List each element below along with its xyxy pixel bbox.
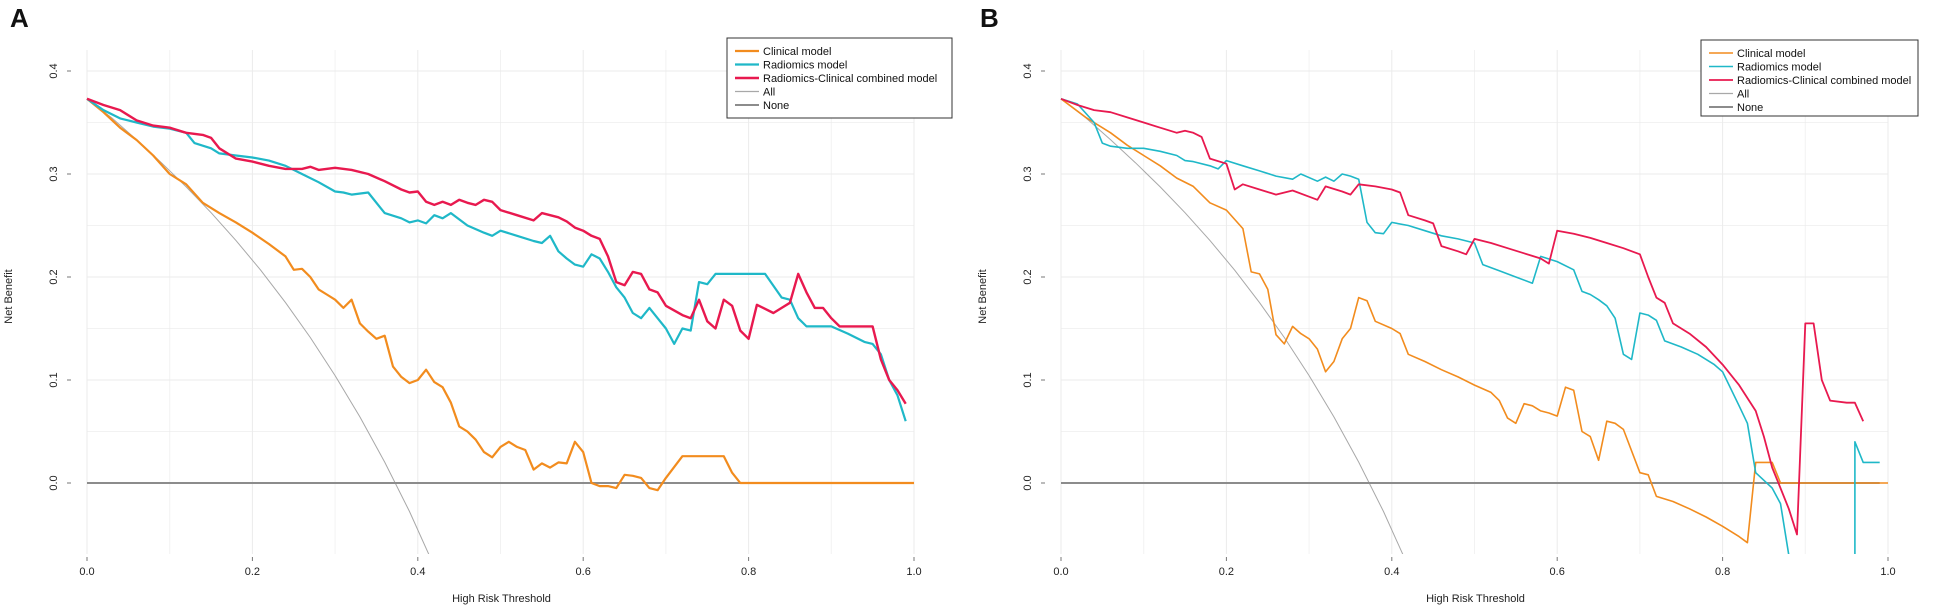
y-tick-label: 0.2: [48, 269, 60, 284]
x-tick-label: 1.0: [906, 566, 921, 578]
y-tick-label: 0.1: [48, 372, 60, 387]
series-line-radiomics-clinical-combined-model: [86, 97, 907, 405]
y-tick-label: 0.3: [1022, 166, 1034, 181]
x-tick-label: 0.4: [410, 566, 425, 578]
legend-label: Radiomics model: [763, 60, 847, 72]
y-tick-label: 0.0: [48, 475, 60, 490]
x-tick-label: 0.2: [245, 566, 260, 578]
legend: Clinical model Radiomics modelRadiomics-C…: [1700, 39, 1919, 117]
series-line-radiomics-model: [86, 97, 907, 422]
y-tick-label: 0.0: [1022, 475, 1034, 490]
series-line-all: [86, 98, 430, 554]
panel-b: B 0.0 0.2 0.4 0.6 0.8 1.0 0.0 0.1 0.2 0.3 0.4 High R…: [977, 3, 1919, 605]
series-line-radiomics-model: [1060, 98, 1880, 554]
x-tick-label: 0.4: [1384, 566, 1399, 578]
x-tick-label: 0.6: [576, 566, 591, 578]
x-tick-label: 0.8: [1715, 566, 1730, 578]
legend-box: [726, 37, 953, 119]
y-tick-label: 0.3: [48, 166, 60, 181]
legend: Clinical model Radiomics modelRadiomics-C…: [726, 37, 953, 119]
y-axis-title: Net Benefit: [977, 269, 989, 323]
legend-label: All: [763, 87, 775, 99]
x-tick-label: 0.8: [741, 566, 756, 578]
legend-label: All: [1737, 89, 1749, 101]
legend-label: Radiomics-Clinical combined model: [763, 73, 937, 85]
legend-label: None: [1737, 102, 1763, 114]
x-tick-label: 0.0: [1053, 566, 1068, 578]
x-tick-label: 0.6: [1550, 566, 1565, 578]
x-tick-label: 0.0: [79, 566, 94, 578]
y-axis-title: Net Benefit: [3, 269, 15, 323]
legend-label: Radiomics-Clinical combined model: [1737, 75, 1911, 87]
y-tick-label: 0.1: [1022, 372, 1034, 387]
legend-label: None: [763, 100, 789, 112]
series-line-clinical-model: [86, 97, 914, 492]
series-line-all: [1060, 98, 1404, 554]
panel-a: A 0.0 0.2 0.4 0.6 0.8 1.0 0.0 0.1 0.2 0.3 0.4 High R…: [3, 3, 953, 605]
x-tick-label: 0.2: [1219, 566, 1234, 578]
y-tick-label: 0.4: [48, 63, 60, 78]
series-line-radiomics-clinical-combined-model: [1060, 97, 1865, 536]
x-axis-title: High Risk Threshold: [452, 593, 551, 605]
y-tick-label: 0.2: [1022, 269, 1034, 284]
series-line-clinical-model: [1060, 98, 1888, 544]
x-tick-label: 1.0: [1880, 566, 1895, 578]
panel-b-label: B: [980, 3, 999, 33]
panel-a-label: A: [10, 3, 29, 33]
legend-label: Clinical model: [763, 46, 831, 58]
legend-label: Radiomics model: [1737, 62, 1821, 74]
legend-box: [1700, 39, 1919, 117]
legend-label: Clinical model: [1737, 48, 1805, 60]
y-tick-label: 0.4: [1022, 63, 1034, 78]
x-axis-title: High Risk Threshold: [1426, 593, 1525, 605]
